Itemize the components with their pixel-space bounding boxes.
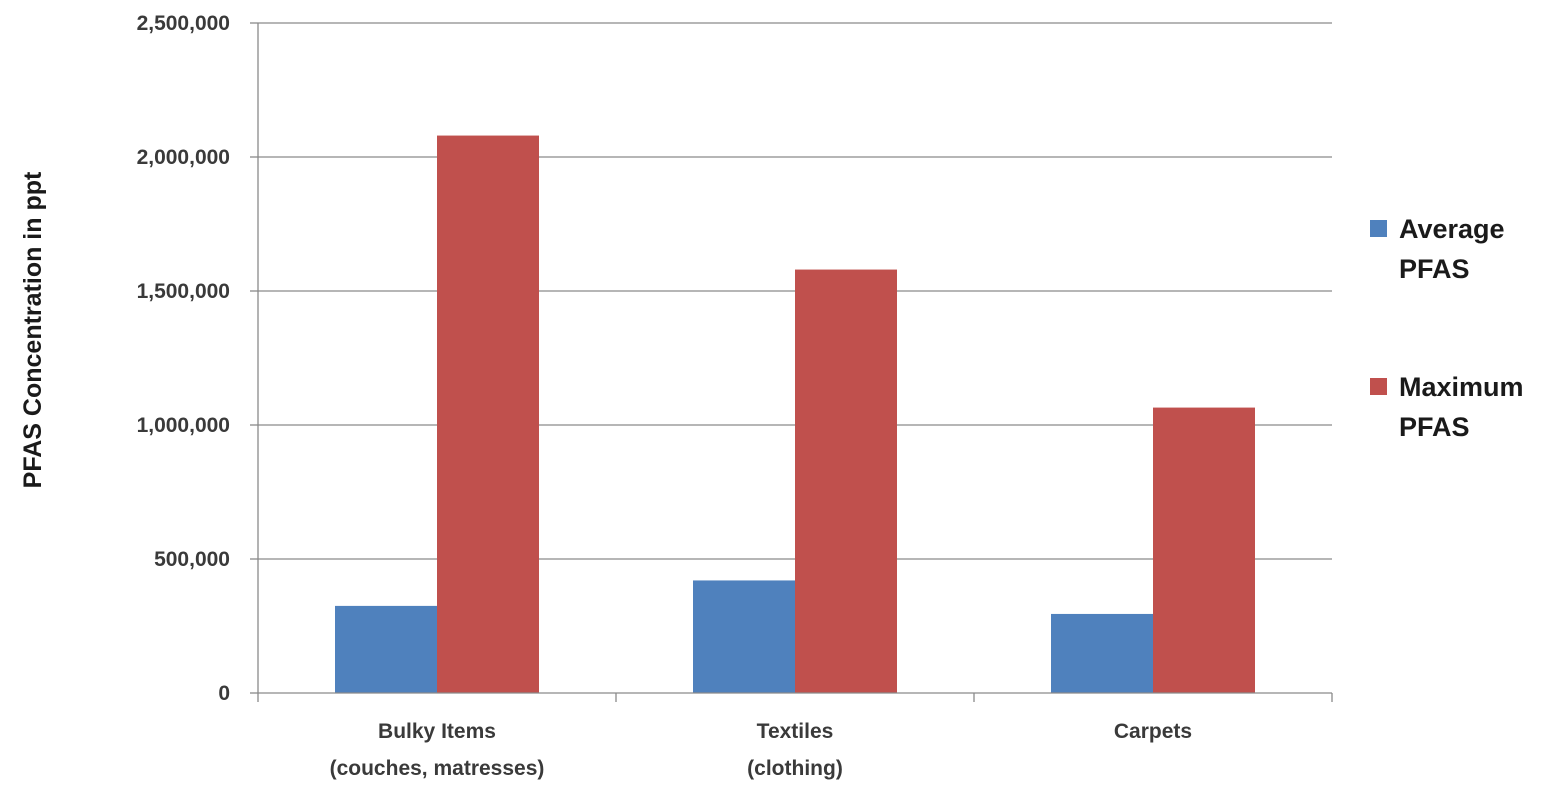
axes xyxy=(250,22,1333,702)
bar-average-2 xyxy=(1051,613,1153,693)
bar-average-1 xyxy=(693,580,795,693)
category-label: (couches, matresses) xyxy=(330,757,545,780)
y-tick-label: 2,000,000 xyxy=(137,146,230,169)
legend-label: PFAS xyxy=(1399,254,1470,284)
y-tick-label: 2,500,000 xyxy=(137,12,230,35)
legend-label: Average xyxy=(1399,214,1505,244)
legend: Average PFAS Maximum PFAS xyxy=(1370,214,1524,442)
y-tick-label: 0 xyxy=(218,682,230,705)
legend-swatch xyxy=(1370,378,1387,395)
y-tick-label: 1,500,000 xyxy=(137,280,230,303)
category-label: Bulky Items xyxy=(378,720,496,743)
bar-maximum-1 xyxy=(795,269,897,693)
y-axis-title: PFAS Concentration in ppt xyxy=(19,171,47,488)
category-label: (clothing) xyxy=(747,757,843,780)
y-tick-labels: 0 500,000 1,000,000 1,500,000 2,000,000 2,500… xyxy=(137,12,230,705)
legend-swatch xyxy=(1370,220,1387,237)
bar-average-0 xyxy=(335,605,437,693)
category-label: Carpets xyxy=(1114,720,1192,743)
bars xyxy=(335,135,1255,693)
category-label: Textiles xyxy=(757,720,834,743)
y-tick-label: 500,000 xyxy=(154,548,230,571)
legend-label: Maximum xyxy=(1399,372,1524,402)
legend-label: PFAS xyxy=(1399,412,1470,442)
bar-maximum-0 xyxy=(437,135,539,693)
bar-maximum-2 xyxy=(1153,407,1255,693)
y-tick-label: 1,000,000 xyxy=(137,414,230,437)
category-labels: Bulky Items (couches, matresses) Textiles (… xyxy=(330,720,1192,780)
